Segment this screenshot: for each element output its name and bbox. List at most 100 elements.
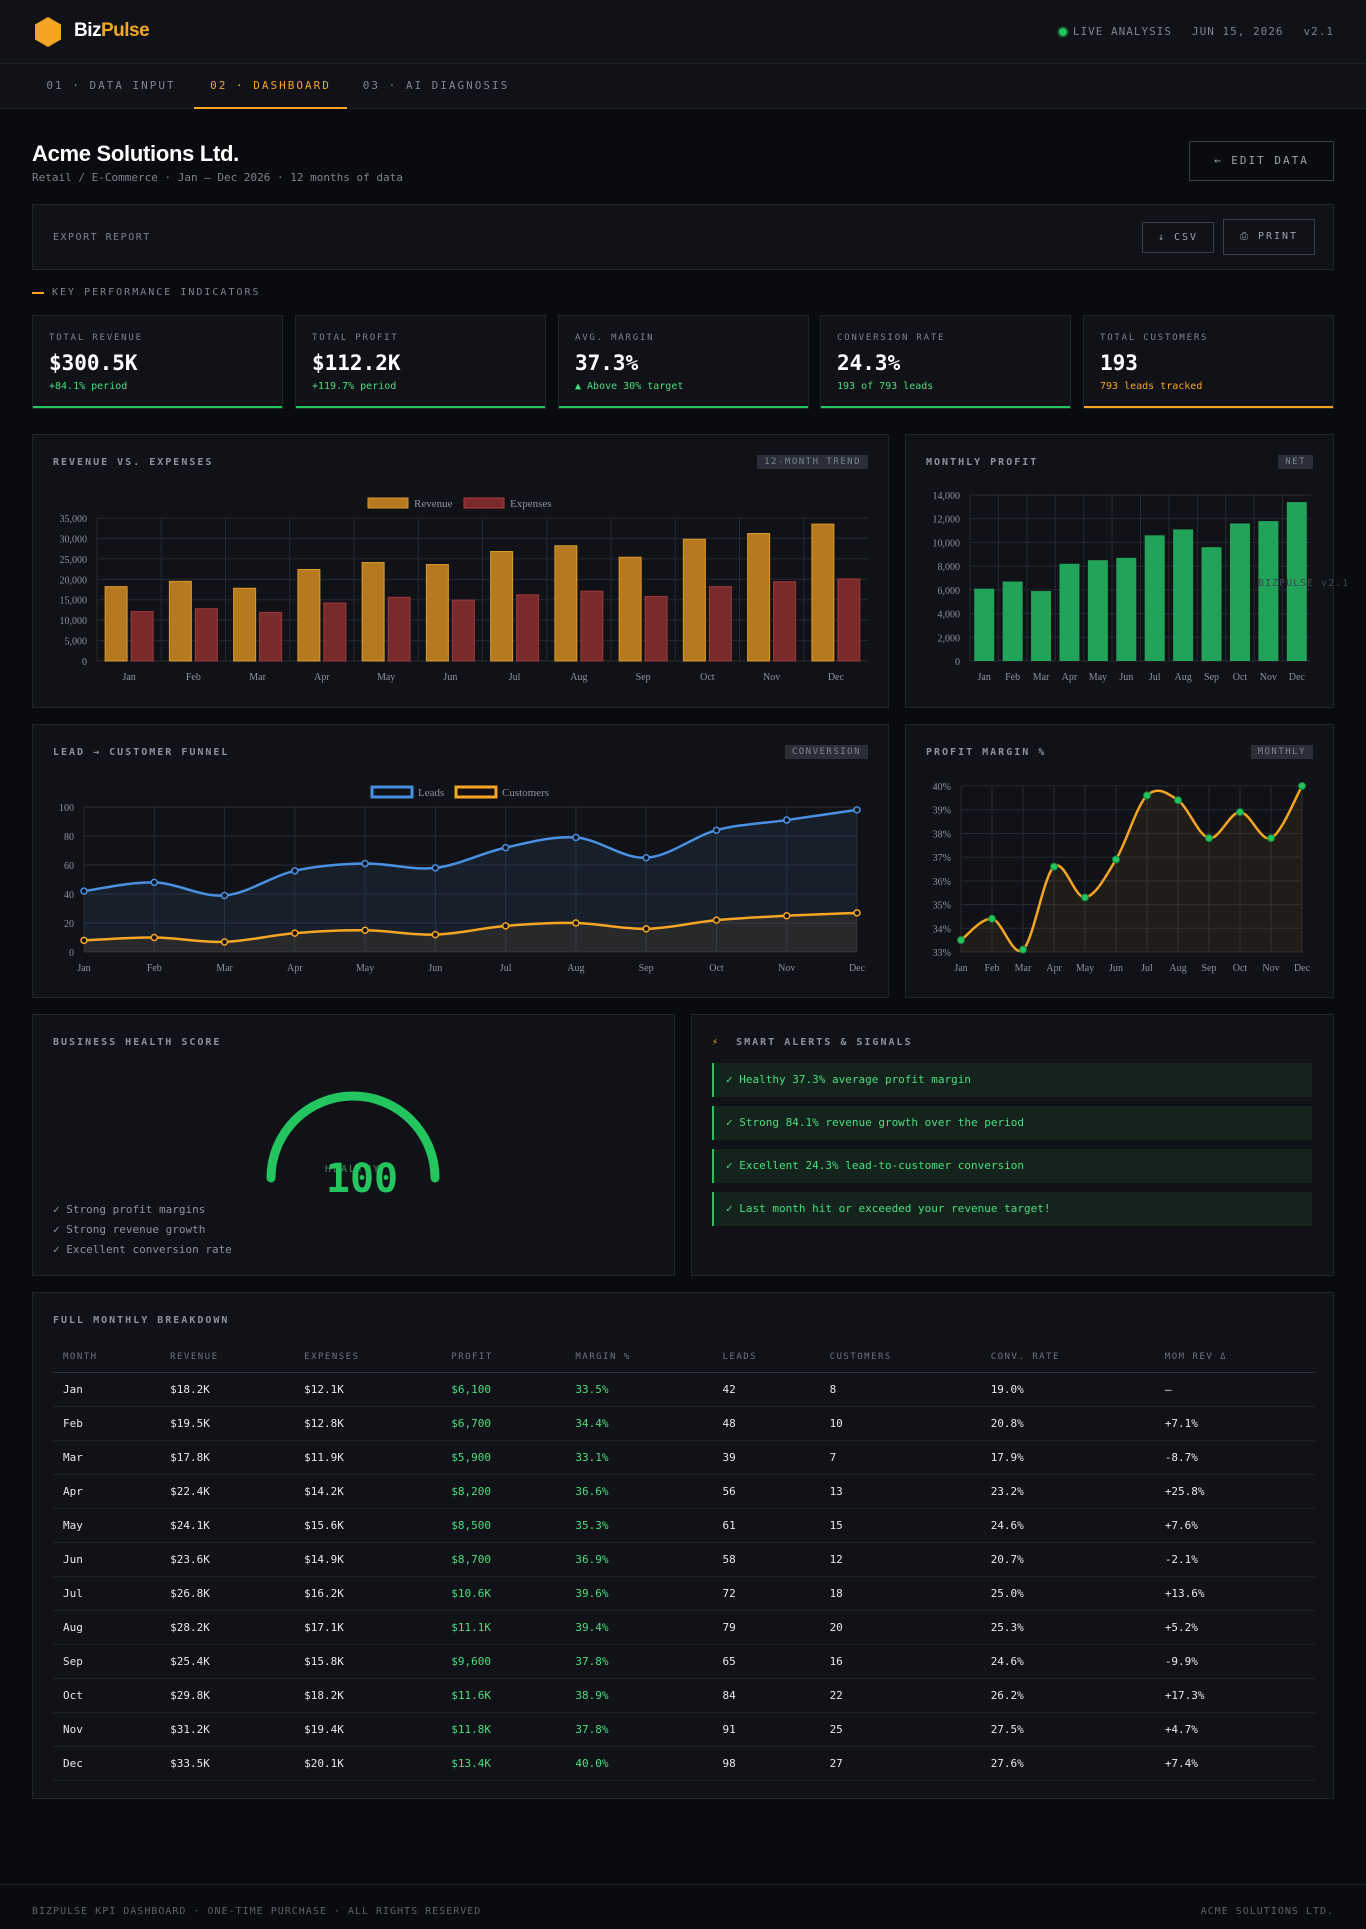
csv-button[interactable]: ↓ CSV	[1142, 222, 1214, 253]
table-cell: -8.7%	[1154, 1440, 1315, 1475]
table-cell: -9.9%	[1154, 1644, 1315, 1679]
column-header: CUSTOMERS	[819, 1342, 981, 1373]
table-cell: 33.5%	[565, 1372, 713, 1407]
table-cell: $11.8K	[441, 1712, 566, 1747]
monthly-breakdown-panel: FULL MONTHLY BREAKDOWN MONTH REVENUE EXPEN…	[32, 1292, 1334, 1799]
table-cell: 65	[712, 1644, 820, 1679]
table-cell: $8,200	[441, 1474, 566, 1509]
health-score-panel: BUSINESS HEALTH SCORE HEALTHY 100 ✓ Stro…	[32, 1014, 675, 1276]
point-leads	[150, 878, 159, 887]
bar-revenue	[168, 580, 192, 662]
y-tick-label: 37%	[933, 853, 951, 864]
y-tick-label: 40	[64, 890, 74, 901]
alert-item: ✓ Healthy 37.3% average profit margin	[712, 1063, 1312, 1097]
table-cell: $18.2K	[160, 1372, 295, 1407]
table-cell: $22.4K	[160, 1474, 295, 1509]
x-tick-label: Feb	[186, 672, 201, 683]
table-cell: $14.2K	[294, 1474, 442, 1509]
bar-revenue	[747, 533, 771, 662]
table-cell: 40.0%	[565, 1746, 713, 1781]
legend-swatch	[367, 497, 409, 509]
table-row: Aug $28.2K $17.1K $11.1K 39.4% 79 20 25.3% +5.2%	[53, 1610, 1315, 1645]
y-tick-label: 40%	[933, 782, 951, 793]
table-cell: 18	[819, 1576, 981, 1611]
table-cell: Apr	[53, 1474, 161, 1509]
x-tick-label: Aug	[1169, 963, 1186, 974]
kpi-value: $300.5K	[49, 351, 138, 375]
health-item: ✓ Strong profit margins	[53, 1203, 206, 1216]
logo-hexagon-icon	[35, 17, 61, 47]
table-cell: $20.1K	[294, 1746, 442, 1781]
table-cell: $31.2K	[160, 1712, 295, 1747]
kpi-label: TOTAL PROFIT	[312, 333, 399, 343]
y-tick-label: 20	[64, 919, 74, 930]
x-tick-label: Dec	[849, 963, 866, 974]
x-tick-label: Dec	[1294, 963, 1311, 974]
profit-bar	[1116, 557, 1137, 661]
x-tick-label: Feb	[985, 963, 1000, 974]
y-tick-label: 0	[69, 948, 74, 959]
bar-expenses	[837, 578, 861, 662]
margin-point	[957, 936, 965, 945]
table-cell: 98	[712, 1746, 820, 1781]
date-label: JUN 15, 2026	[1192, 25, 1284, 38]
table-cell: +7.1%	[1154, 1406, 1315, 1441]
gauge-label: HEALTHY	[325, 1164, 381, 1175]
table-cell: 37.8%	[565, 1712, 713, 1747]
revenue-expenses-chart: 0 5,000 10,000 15,000 20,000 25,000 30,000 35,0…	[60, 497, 868, 683]
table-cell: 25.0%	[980, 1576, 1155, 1611]
tab-ai-diagnosis[interactable]: 03 · AI DIAGNOSIS	[362, 79, 510, 92]
y-tick-label: 10,000	[933, 538, 961, 549]
margin-point	[1143, 791, 1151, 800]
kpi-accent-bar	[296, 406, 545, 408]
point-leads	[220, 891, 229, 900]
export-bar: EXPORT REPORT ↓ CSV ⎙ PRINT	[32, 204, 1334, 270]
x-tick-label: Apr	[1062, 672, 1078, 683]
table-cell: 27.5%	[980, 1712, 1155, 1747]
margin-point	[1112, 855, 1120, 864]
point-customers	[431, 930, 440, 939]
x-tick-label: Aug	[567, 963, 584, 974]
x-tick-label: Oct	[1233, 963, 1248, 974]
gauge-score: 100	[326, 1156, 398, 1202]
kpi-card-total-profit: TOTAL PROFIT $112.2K +119.7% period	[295, 315, 546, 409]
table-cell: -2.1%	[1154, 1542, 1315, 1577]
top-bar: BizPulse LIVE ANALYSIS JUN 15, 2026 v2.1	[0, 0, 1366, 64]
tab-data-input[interactable]: 01 · DATA INPUT	[46, 79, 176, 92]
edit-data-button[interactable]: ← EDIT DATA	[1189, 141, 1334, 181]
print-button[interactable]: ⎙ PRINT	[1223, 219, 1315, 255]
profit-bar	[1229, 523, 1250, 661]
table-cell: Jul	[53, 1576, 161, 1611]
tab-dashboard[interactable]: 02 · DASHBOARD	[194, 64, 347, 109]
table-cell: Feb	[53, 1406, 161, 1441]
table-cell: 24.6%	[980, 1508, 1155, 1543]
y-tick-label: 100	[59, 803, 74, 814]
table-cell: $33.5K	[160, 1746, 295, 1781]
live-dot-icon	[1058, 27, 1067, 36]
y-tick-label: 34%	[933, 924, 951, 935]
footer: BIZPULSE KPI DASHBOARD · ONE-TIME PURCHA…	[0, 1884, 1366, 1929]
brand-part-1: Biz	[74, 20, 102, 41]
y-tick-label: 0	[955, 657, 960, 668]
brand-logo[interactable]: BizPulse	[74, 20, 150, 42]
margin-point	[1267, 834, 1275, 843]
panel-tag: 12-MONTH TREND	[757, 455, 868, 469]
table-cell: —	[1154, 1372, 1315, 1407]
kpi-note: ▲ Above 30% target	[575, 381, 684, 392]
legend-label: Leads	[418, 787, 444, 799]
health-items: ✓ Strong profit margins ✓ Strong revenue…	[53, 1200, 232, 1260]
legend-label: Expenses	[510, 498, 552, 510]
table-row: Mar $17.8K $11.9K $5,900 33.1% 39 7 17.9% -8.7%	[53, 1440, 1315, 1475]
kpi-card-total-revenue: TOTAL REVENUE $300.5K +84.1% period	[32, 315, 283, 409]
column-header: MARGIN %	[565, 1342, 713, 1373]
health-item: ✓ Strong revenue growth	[53, 1223, 206, 1236]
margin-point	[1298, 782, 1306, 790]
table-cell: $12.1K	[294, 1372, 442, 1407]
table-cell: $19.4K	[294, 1712, 442, 1747]
x-tick-label: Sep	[1204, 672, 1219, 683]
margin-point	[1050, 862, 1058, 871]
panel-title: LEAD → CUSTOMER FUNNEL	[53, 747, 230, 758]
table-cell: 39	[712, 1440, 820, 1475]
table-cell: 42	[712, 1372, 820, 1407]
table-cell: Jan	[53, 1372, 161, 1407]
